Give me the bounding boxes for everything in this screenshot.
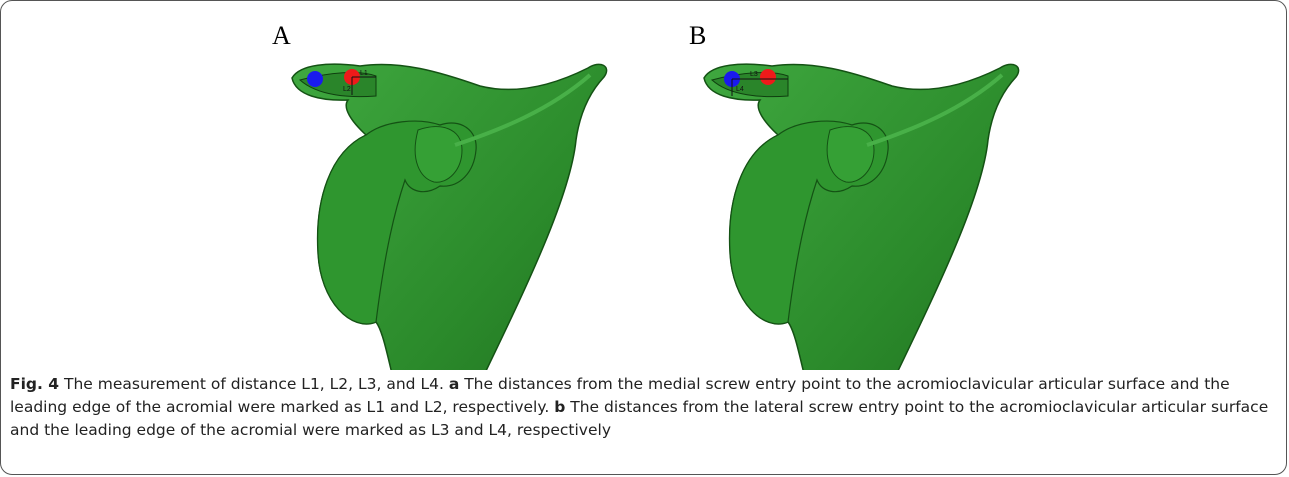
marker-label: L2	[343, 86, 351, 93]
medial-point	[307, 71, 323, 87]
caption-figure: Fig. 4	[10, 375, 59, 393]
panel-a: A L1 L2	[272, 21, 607, 370]
caption-title: The measurement of distance L1, L2, L3, …	[64, 375, 444, 393]
figure-image: A L1 L2 B L3 L4	[0, 0, 1289, 370]
page: A L1 L2 B L3 L4 Fig. 4 The measurement o…	[0, 0, 1289, 477]
panel-label: B	[689, 21, 706, 50]
caption-part-label: b	[554, 398, 565, 416]
marker-label: L3	[750, 71, 758, 78]
panel-label: A	[272, 21, 291, 50]
panel-b: B L3 L4	[689, 21, 1019, 370]
caption-part-label: a	[449, 375, 459, 393]
lateral-point	[760, 69, 776, 85]
marker-label: L4	[736, 86, 744, 93]
figure-caption: Fig. 4 The measurement of distance L1, L…	[10, 373, 1275, 442]
marker-label: L1	[360, 70, 368, 77]
